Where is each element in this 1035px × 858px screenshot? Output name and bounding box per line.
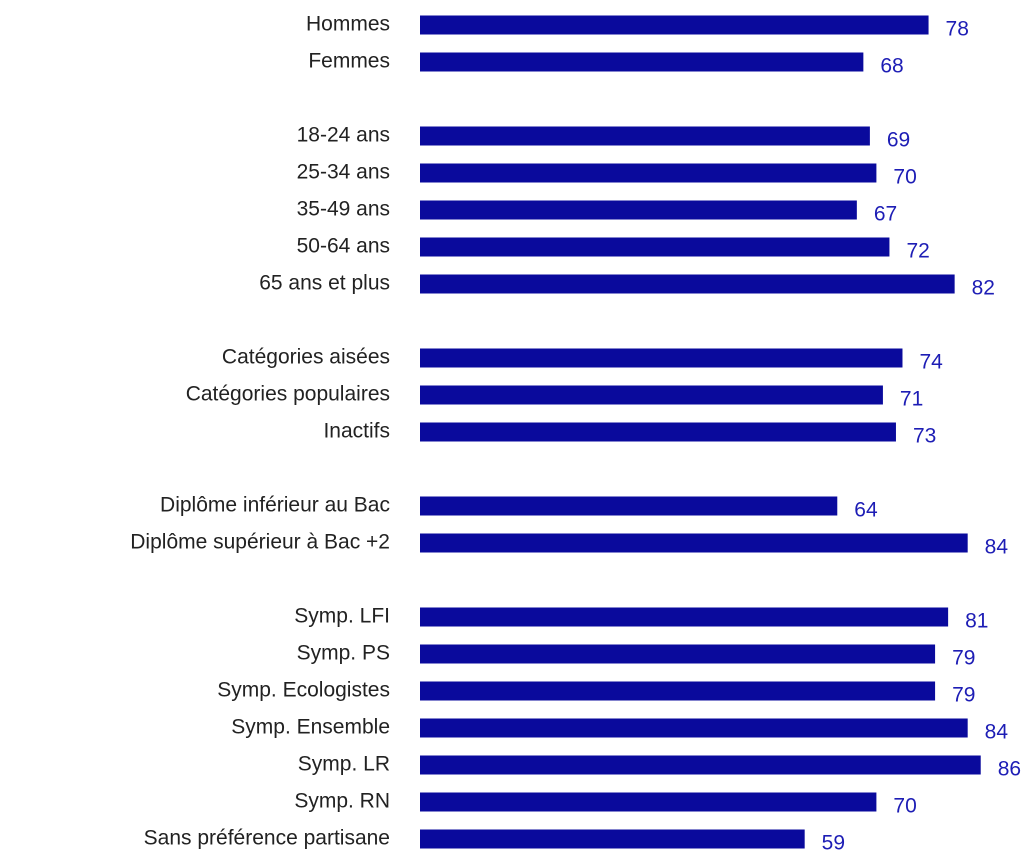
bar bbox=[420, 496, 838, 516]
category-label: Diplôme supérieur à Bac +2 bbox=[130, 531, 390, 554]
value-label: 67 bbox=[874, 203, 897, 226]
value-label: 82 bbox=[972, 277, 995, 300]
value-label: 59 bbox=[822, 832, 845, 855]
category-label: Symp. PS bbox=[297, 642, 390, 665]
bar bbox=[420, 829, 805, 849]
bar bbox=[420, 644, 936, 664]
bar bbox=[420, 52, 864, 72]
category-label: Hommes bbox=[306, 13, 390, 36]
value-label: 69 bbox=[887, 129, 910, 152]
category-label: Catégories aisées bbox=[222, 346, 390, 369]
value-label: 79 bbox=[952, 647, 975, 670]
bar bbox=[420, 200, 857, 220]
value-label: 74 bbox=[919, 351, 943, 374]
value-label: 79 bbox=[952, 684, 975, 707]
category-label: Symp. Ecologistes bbox=[217, 679, 390, 702]
value-label: 71 bbox=[900, 388, 923, 411]
value-label: 84 bbox=[985, 536, 1009, 559]
category-label: Symp. LFI bbox=[294, 605, 390, 628]
bar bbox=[420, 422, 896, 442]
bar bbox=[420, 607, 949, 627]
value-label: 73 bbox=[913, 425, 936, 448]
value-label: 70 bbox=[893, 166, 916, 189]
bar bbox=[420, 237, 890, 257]
category-label: 18-24 ans bbox=[297, 124, 390, 147]
bar bbox=[420, 533, 968, 553]
value-label: 78 bbox=[946, 18, 969, 41]
category-label: Sans préférence partisane bbox=[144, 827, 390, 850]
bar bbox=[420, 755, 981, 775]
value-label: 84 bbox=[985, 721, 1009, 744]
category-label: 50-64 ans bbox=[297, 235, 390, 258]
value-label: 70 bbox=[893, 795, 916, 818]
category-label: Diplôme inférieur au Bac bbox=[160, 494, 390, 517]
category-label: Catégories populaires bbox=[186, 383, 390, 406]
bar bbox=[420, 792, 877, 812]
bar bbox=[420, 163, 877, 183]
bar bbox=[420, 681, 936, 701]
bar bbox=[420, 385, 883, 405]
value-label: 64 bbox=[854, 499, 878, 522]
category-label: Femmes bbox=[308, 50, 390, 73]
category-label: 25-34 ans bbox=[297, 161, 390, 184]
value-label: 86 bbox=[998, 758, 1021, 781]
category-label: Symp. Ensemble bbox=[231, 716, 390, 739]
bar bbox=[420, 15, 929, 35]
bar bbox=[420, 718, 968, 738]
category-label: Symp. RN bbox=[294, 790, 390, 813]
category-label: 35-49 ans bbox=[297, 198, 390, 221]
value-label: 81 bbox=[965, 610, 988, 633]
value-label: 72 bbox=[906, 240, 929, 263]
category-label: Symp. LR bbox=[298, 753, 390, 776]
bar bbox=[420, 348, 903, 368]
bar bbox=[420, 126, 870, 146]
category-label: Inactifs bbox=[323, 420, 390, 443]
value-label: 68 bbox=[880, 55, 903, 78]
bar bbox=[420, 274, 955, 294]
category-label: 65 ans et plus bbox=[259, 272, 390, 295]
